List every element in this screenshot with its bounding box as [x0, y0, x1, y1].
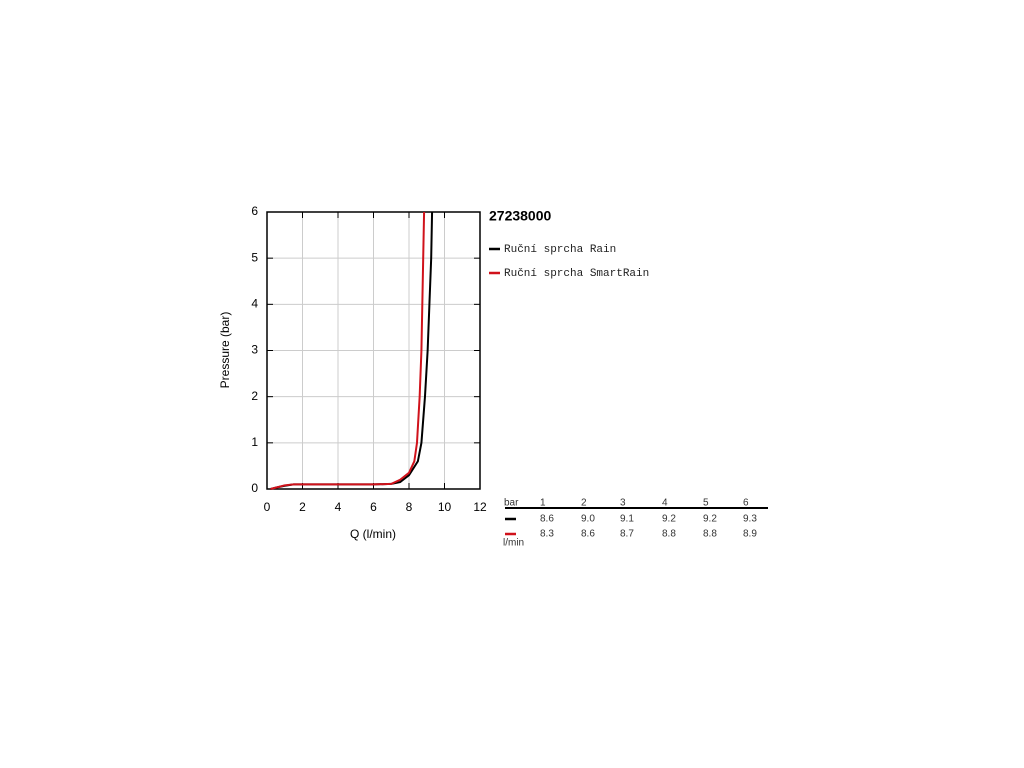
- table-cell: 8.8: [662, 529, 676, 540]
- x-tick-label: 4: [335, 500, 342, 514]
- table-cell: 9.2: [703, 514, 717, 525]
- table-header: 3: [620, 498, 626, 509]
- y-tick-label: 6: [251, 204, 258, 218]
- table-header: bar: [504, 498, 519, 509]
- table-cell: 8.6: [540, 514, 554, 525]
- x-tick-label: 0: [264, 500, 271, 514]
- y-axis-label: Pressure (bar): [218, 312, 232, 389]
- table-header: 5: [703, 498, 709, 509]
- plot-frame: [266, 211, 481, 490]
- legend-label: Ruční sprcha SmartRain: [504, 268, 649, 280]
- x-tick-label: 8: [406, 500, 413, 514]
- x-tick-label: 10: [438, 500, 452, 514]
- x-tick-label: 2: [299, 500, 306, 514]
- y-tick-label: 0: [251, 481, 258, 495]
- table-header: 4: [662, 498, 668, 509]
- y-tick-label: 1: [251, 435, 258, 449]
- y-tick-label: 4: [251, 297, 258, 311]
- table-cell: 8.3: [540, 529, 554, 540]
- table-cell: 9.0: [581, 514, 595, 525]
- table-cell: 9.1: [620, 514, 634, 525]
- table-header: 1: [540, 498, 546, 509]
- y-tick-label: 5: [251, 250, 258, 264]
- x-tick-label: 6: [370, 500, 377, 514]
- table-cell: 9.2: [662, 514, 676, 525]
- y-tick-label: 3: [251, 343, 258, 357]
- x-tick-label: 12: [473, 500, 487, 514]
- table-cell: 9.3: [743, 514, 757, 525]
- y-tick-label: 2: [251, 389, 258, 403]
- table-header: 2: [581, 498, 587, 509]
- table-cell: 8.6: [581, 529, 595, 540]
- table-unit: l/min: [503, 538, 524, 549]
- table-cell: 8.7: [620, 529, 634, 540]
- table-cell: 8.8: [703, 529, 717, 540]
- table-cell: 8.9: [743, 529, 757, 540]
- table-header: 6: [743, 498, 749, 509]
- data-line: [270, 211, 426, 490]
- x-axis-label: Q (l/min): [350, 527, 396, 541]
- legend-label: Ruční sprcha Rain: [504, 244, 616, 256]
- chart-title: 27238000: [489, 208, 552, 224]
